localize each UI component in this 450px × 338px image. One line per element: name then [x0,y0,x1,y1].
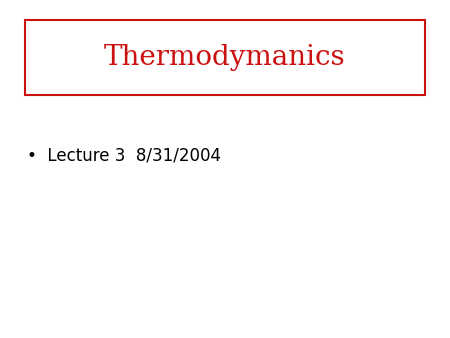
FancyBboxPatch shape [25,20,425,95]
Text: Thermodymanics: Thermodymanics [104,44,346,71]
Text: •  Lecture 3  8/31/2004: • Lecture 3 8/31/2004 [27,146,221,165]
